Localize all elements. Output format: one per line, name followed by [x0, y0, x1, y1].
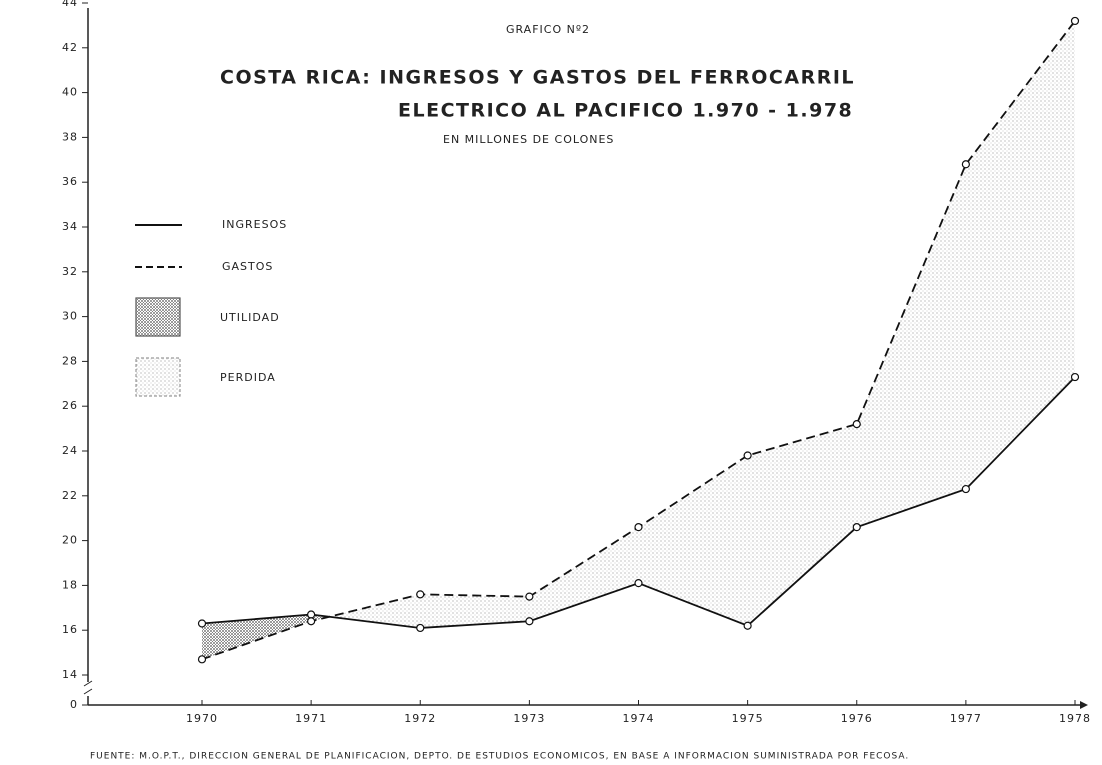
- y-tick-label: 26: [62, 399, 78, 412]
- point: [743, 451, 752, 460]
- perdida-area: [638, 455, 748, 626]
- x-axis-arrow: [1080, 701, 1088, 709]
- legend-label: UTILIDAD: [220, 311, 280, 324]
- y-tick-label: 34: [62, 220, 78, 233]
- legend-swatch: [135, 297, 181, 337]
- axis-break: [83, 680, 93, 695]
- x-tick-label: 1977: [950, 712, 982, 725]
- y-tick-label: 24: [62, 444, 78, 457]
- x-tick-label: 1970: [186, 712, 218, 725]
- perdida-area: [420, 594, 530, 628]
- y-tick-label: 14: [62, 668, 78, 681]
- x-tick-label: 1976: [841, 712, 873, 725]
- x-tick-label: 1974: [623, 712, 655, 725]
- perdida-area: [529, 527, 639, 622]
- legend-label: PERDIDA: [220, 371, 276, 384]
- point: [307, 617, 316, 626]
- chart-subtitle: EN MILLONES DE COLONES: [443, 133, 614, 146]
- point: [416, 623, 425, 633]
- y-tick-label: 32: [62, 265, 78, 278]
- chart-title: ELECTRICO AL PACIFICO 1.970 - 1.978: [398, 100, 853, 122]
- y-tick-label: 38: [62, 130, 78, 143]
- legend-swatch: [135, 357, 181, 397]
- x-tick-label: 1973: [513, 712, 545, 725]
- y-tick-label: 20: [62, 534, 78, 547]
- y-tick-label: 16: [62, 623, 78, 636]
- utilidad-area: [202, 614, 312, 660]
- x-tick-label: 1978: [1059, 712, 1091, 725]
- perdida-area: [965, 20, 1075, 490]
- y-tick-label: 30: [62, 310, 78, 323]
- source: FUENTE: M.O.P.T., DIRECCION GENERAL DE P…: [90, 752, 909, 762]
- y-tick-label: 44: [62, 0, 78, 9]
- legend-label: INGRESOS: [222, 218, 287, 231]
- point: [634, 579, 643, 588]
- point: [197, 619, 207, 628]
- point: [961, 484, 970, 494]
- point: [307, 610, 316, 619]
- point: [634, 523, 643, 532]
- point: [852, 523, 861, 532]
- y-tick-label: 28: [62, 354, 78, 367]
- y-tick-label: 40: [62, 86, 78, 99]
- x-tick-label: 1975: [732, 712, 764, 725]
- point: [852, 420, 861, 429]
- x-tick-label: 1971: [295, 712, 327, 725]
- point: [961, 160, 970, 169]
- y-tick-label: 22: [62, 489, 78, 502]
- y-tick-label: 42: [62, 41, 78, 54]
- point: [1070, 16, 1080, 26]
- point: [743, 621, 752, 630]
- point: [197, 655, 207, 664]
- figure-label: GRAFICO Nº2: [506, 23, 590, 36]
- chart-title: COSTA RICA: INGRESOS Y GASTOS DEL FERROC…: [220, 67, 855, 89]
- point: [525, 592, 534, 601]
- legend-label: GASTOS: [222, 260, 273, 273]
- perdida-area: [747, 424, 857, 626]
- y-tick-label: 36: [62, 175, 78, 188]
- x-tick-label: 1972: [404, 712, 436, 725]
- point: [525, 617, 534, 626]
- y-tick-label: 0: [70, 698, 78, 711]
- point: [1070, 372, 1080, 382]
- y-tick-label: 18: [62, 578, 78, 591]
- point: [416, 590, 425, 599]
- perdida-area: [856, 164, 966, 528]
